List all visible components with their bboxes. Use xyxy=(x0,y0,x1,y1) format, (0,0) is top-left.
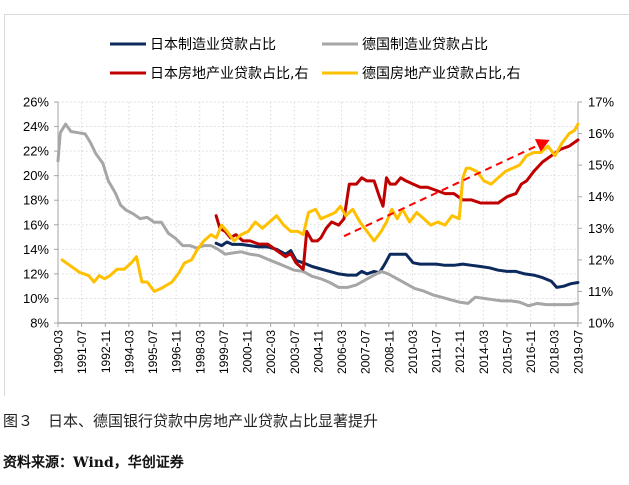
y-right-tick-label: 17% xyxy=(588,95,614,110)
trend-arrow xyxy=(343,139,550,238)
series-line-4 xyxy=(60,122,580,293)
y-right-tick-label: 14% xyxy=(588,189,614,204)
x-tick-label: 2006-03 xyxy=(335,330,349,374)
x-tick-label: 2000-11 xyxy=(241,330,255,373)
y-left-tick-label: 24% xyxy=(23,119,49,134)
gridlines xyxy=(58,101,579,323)
x-tick-label: 1996-11 xyxy=(170,330,184,373)
y-left-tick-label: 26% xyxy=(23,95,49,110)
y-left-tick-label: 14% xyxy=(23,242,49,257)
x-tick-label: 2002-03 xyxy=(264,330,278,374)
y-left-tick-label: 8% xyxy=(30,316,49,331)
line-chart: 8% 10% 12% 14% 16% 18% 20% 22% 24% 26% 10% 11% 12% 13… xyxy=(23,37,614,375)
figure-title: 日本、德国银行贷款中房地产业贷款占比显著提升 xyxy=(48,412,379,430)
y-right-tick-label: 13% xyxy=(588,221,614,236)
y-right-tick-label: 16% xyxy=(588,126,614,141)
trend-arrow-head xyxy=(534,139,550,152)
chart-frame xyxy=(4,14,629,396)
y-left-tick-label: 22% xyxy=(23,144,49,159)
y-left-tick-label: 16% xyxy=(23,217,49,232)
x-tick-label: 1995-07 xyxy=(146,330,160,374)
x-tick-label: 2019-07 xyxy=(571,330,585,374)
y-right-tick-label: 15% xyxy=(588,158,614,173)
x-tick-label: 2004-11 xyxy=(311,330,325,373)
legend-label: 日本制造业贷款占比 xyxy=(150,37,276,53)
series-line-1 xyxy=(214,240,580,289)
x-tick-label: 2010-03 xyxy=(406,330,420,374)
x-tick-label: 2003-07 xyxy=(288,330,302,374)
x-tick-label: 2008-11 xyxy=(382,330,396,373)
x-tick-label: 1991-07 xyxy=(75,330,89,374)
axes: 8% 10% 12% 14% 16% 18% 20% 22% 24% 26% 10% 11% 12% 13… xyxy=(23,95,614,375)
x-tick-label: 1992-11 xyxy=(99,330,113,373)
series-line-2 xyxy=(56,122,580,308)
legend-label: 日本房地产业贷款占比,右 xyxy=(150,66,308,82)
y-left-tick-label: 12% xyxy=(23,266,49,281)
x-tick-label: 1990-03 xyxy=(52,330,66,374)
legend-label: 德国制造业贷款占比 xyxy=(362,37,488,53)
x-tick-label: 2018-03 xyxy=(548,330,562,374)
y-right-tick-label: 10% xyxy=(588,316,614,331)
x-tick-label: 1994-03 xyxy=(122,330,136,374)
x-tick-label: 2014-03 xyxy=(477,330,491,374)
x-tick-label: 2007-07 xyxy=(359,330,373,374)
x-tick-label: 1999-07 xyxy=(217,330,231,374)
x-tick-label: 2015-07 xyxy=(500,330,514,374)
series-line-3 xyxy=(214,138,580,271)
x-tick-label: 2016-11 xyxy=(524,330,538,373)
y-right-tick-label: 12% xyxy=(588,252,614,267)
legend-label: 德国房地产业贷款占比,右 xyxy=(362,66,520,82)
figure-caption: 图３ 日本、德国银行贷款中房地产业贷款占比显著提升 xyxy=(3,410,378,431)
x-tick-label: 2011-07 xyxy=(430,330,444,373)
x-tick-label: 1998-03 xyxy=(193,330,207,374)
y-left-tick-label: 18% xyxy=(23,193,49,208)
source-note: 资料来源：Wind，华创证券 xyxy=(3,455,184,471)
y-right-tick-label: 11% xyxy=(588,284,613,299)
y-left-tick-label: 10% xyxy=(23,291,49,306)
y-left-tick-label: 20% xyxy=(23,168,49,183)
series-lines xyxy=(56,122,580,308)
x-tick-label: 2012-11 xyxy=(453,330,467,373)
figure-label: 图３ xyxy=(3,412,34,430)
